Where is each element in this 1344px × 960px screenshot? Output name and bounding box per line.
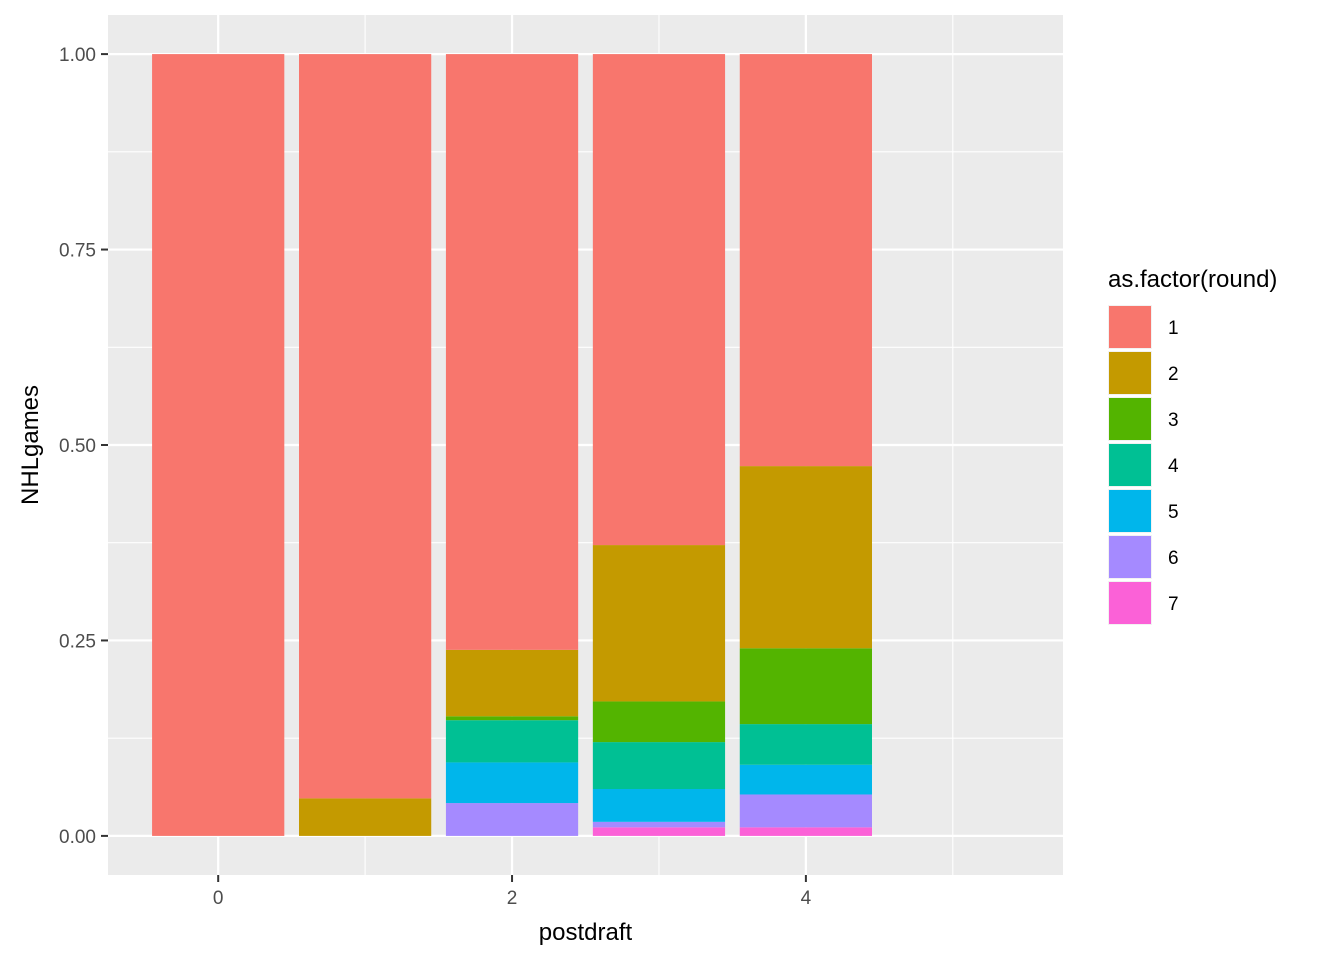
bar-segment-x4-round3 [739, 648, 872, 725]
bars [152, 54, 872, 836]
bar-segment-x2-round4 [445, 720, 579, 763]
bar-segment-x1-round1 [299, 54, 432, 799]
legend-items: 1 2 3 4 5 6 7 [1108, 305, 1179, 625]
bar-segment-x3-round2 [592, 545, 726, 702]
bar-segment-x3-round4 [592, 742, 726, 789]
y-tick-label: 0.25 [59, 631, 96, 652]
legend-key-round7 [1109, 582, 1151, 624]
legend-label-round6: 6 [1168, 548, 1179, 569]
bar-segment-x2-round2 [445, 649, 579, 717]
legend-title: as.factor(round) [1108, 266, 1277, 293]
bar-segment-x1-round2 [299, 798, 432, 836]
legend-key-round3 [1109, 398, 1151, 440]
bar-segment-x4-round4 [739, 724, 872, 765]
x-axis: 0 2 4 [213, 875, 812, 909]
y-tick-label: 0.00 [59, 827, 96, 848]
legend-label-round3: 3 [1168, 410, 1179, 431]
y-tick-label: 0.50 [59, 436, 96, 457]
bar-segment-x4-round5 [739, 764, 872, 795]
bar-segment-x2-round3 [445, 716, 579, 721]
bar-segment-x2-round1 [445, 54, 579, 650]
x-axis-title: postdraft [539, 919, 633, 946]
bar-segment-x4-round7 [739, 827, 872, 836]
bar-segment-x3-round5 [592, 789, 726, 822]
legend-label-round2: 2 [1168, 364, 1179, 385]
bar-segment-x4-round6 [739, 794, 872, 828]
bar-segment-x3-round6 [592, 821, 726, 828]
bar-segment-x4-round2 [739, 466, 872, 649]
bar-segment-x3-round1 [592, 54, 726, 546]
legend-label-round5: 5 [1168, 502, 1179, 523]
bar-segment-x2-round6 [445, 803, 579, 836]
y-tick-label: 1.00 [59, 45, 96, 66]
x-tick-label: 4 [801, 888, 812, 909]
legend-key-round6 [1109, 536, 1151, 578]
bar-segment-x3-round7 [592, 827, 726, 836]
y-axis-title: NHLgames [17, 385, 44, 505]
y-axis: 0.00 0.25 0.50 0.75 1.00 [59, 45, 108, 848]
legend-label-round1: 1 [1168, 318, 1179, 339]
legend-key-round1 [1109, 306, 1151, 348]
legend-key-round2 [1109, 352, 1151, 394]
legend-key-round5 [1109, 490, 1151, 532]
x-tick-label: 2 [507, 888, 518, 909]
y-tick-label: 0.75 [59, 241, 96, 262]
bar-segment-x0-round1 [152, 54, 285, 836]
x-tick-label: 0 [213, 888, 224, 909]
legend: as.factor(round) 1 2 3 4 5 6 7 [1108, 266, 1277, 625]
bar-segment-x3-round3 [592, 701, 726, 743]
bar-segment-x2-round5 [445, 762, 579, 804]
bar-segment-x4-round1 [739, 54, 872, 467]
legend-label-round4: 4 [1168, 456, 1179, 477]
legend-label-round7: 7 [1168, 594, 1179, 615]
legend-key-round4 [1109, 444, 1151, 486]
